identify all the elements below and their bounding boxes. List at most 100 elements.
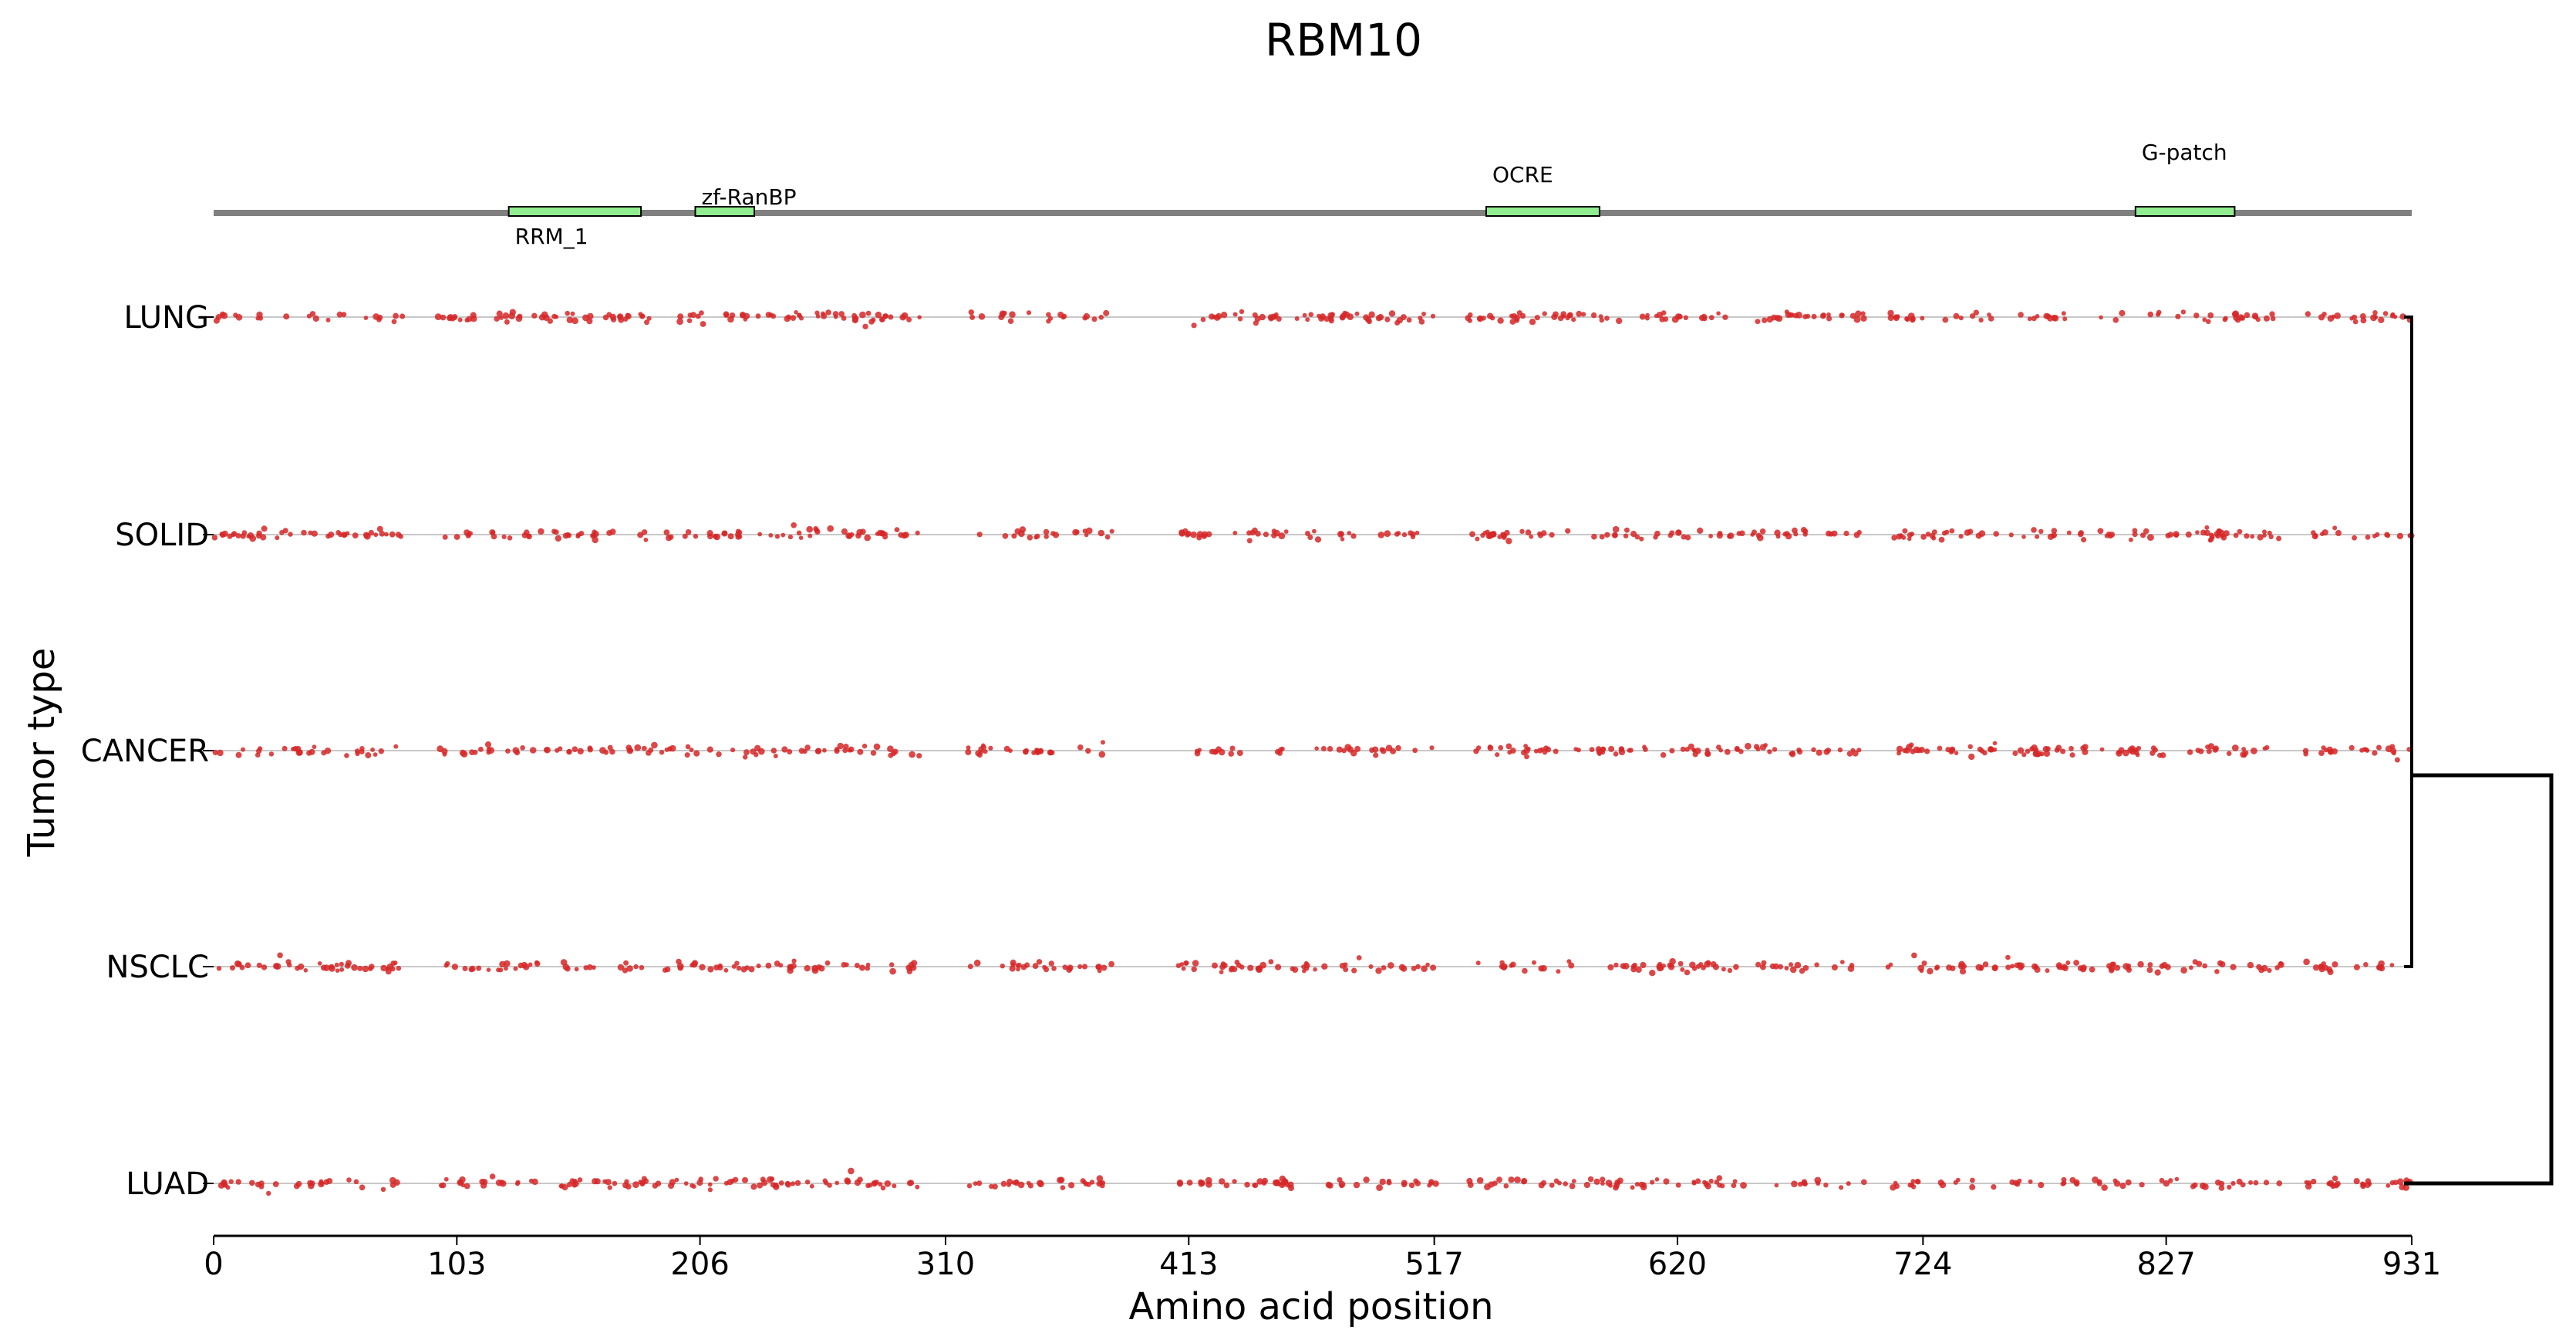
mutation-point [2230, 1180, 2236, 1186]
mutation-point [1196, 535, 1202, 541]
mutation-point [664, 747, 669, 752]
mutation-point [1497, 317, 1504, 324]
mutation-point [1015, 963, 1020, 968]
mutation-point [916, 753, 922, 759]
mutation-point [1716, 1175, 1723, 1181]
mutation-point [1538, 1182, 1545, 1189]
mutation-point [2180, 309, 2187, 315]
mutation-point [872, 1180, 878, 1186]
mutation-point [1757, 534, 1764, 542]
mutation-point [560, 959, 568, 966]
mutation-point [2208, 536, 2214, 542]
mutation-point [1048, 960, 1055, 967]
mutation-point [2008, 532, 2014, 538]
mutation-point [1605, 1180, 1613, 1186]
mutation-point [1487, 744, 1494, 751]
mutation-point [690, 961, 698, 968]
track-luad: LUAD [126, 1166, 2413, 1202]
mutation-point [558, 1183, 564, 1189]
mutation-point [2206, 319, 2211, 325]
mutation-point [393, 744, 399, 749]
mutation-point [1273, 1180, 1281, 1186]
mutation-point [859, 311, 866, 319]
mutation-point [1430, 964, 1437, 971]
mutation-point [821, 311, 825, 316]
mutation-point [2231, 744, 2239, 751]
mutation-point [2082, 748, 2089, 755]
mutation-point [1294, 316, 1300, 321]
mutation-point [1421, 965, 1428, 972]
mutation-point [2035, 534, 2040, 539]
mutation-point [2256, 964, 2262, 970]
mutation-point [256, 311, 263, 319]
mutation-point [1782, 532, 1788, 537]
mutation-point [1006, 1183, 1011, 1187]
mutation-point [235, 960, 242, 967]
mutation-point [1688, 743, 1694, 750]
mutation-point [2157, 752, 2163, 758]
mutation-point [988, 745, 993, 751]
mutation-point [440, 314, 447, 321]
mutation-point [625, 312, 630, 318]
mutation-point [2222, 317, 2227, 322]
mutation-point [2247, 961, 2254, 969]
mutation-point [2389, 963, 2395, 967]
mutation-point [785, 1181, 791, 1188]
mutation-point [2062, 316, 2068, 322]
mutation-point [646, 750, 652, 756]
mutation-point [241, 530, 248, 535]
mutation-point [505, 748, 511, 754]
mutation-point [373, 532, 379, 538]
mutation-point [1738, 748, 1744, 754]
mutation-point [1228, 967, 1235, 973]
mutation-point [301, 529, 307, 536]
mutation-point [873, 743, 881, 751]
mutation-point [1223, 1182, 1230, 1189]
mutation-point [2012, 751, 2018, 756]
mutation-point [2236, 1178, 2243, 1185]
mutation-point [1341, 748, 1347, 754]
mutation-point [464, 317, 470, 323]
mutation-point [1239, 309, 1245, 315]
mutation-point [1853, 316, 1861, 323]
mutation-point [1276, 316, 1282, 322]
mutation-point [1849, 312, 1856, 319]
mutation-point [494, 316, 500, 322]
mutation-point [1026, 1180, 1031, 1186]
mutation-point [1716, 311, 1721, 316]
mutation-point [1543, 745, 1549, 751]
mutation-point [1216, 312, 1222, 320]
mutation-point [791, 958, 797, 964]
mutation-point [1083, 312, 1091, 320]
track-cancer: CANCER [81, 734, 2412, 769]
mutation-point [857, 748, 864, 755]
track-nsclc: NSCLC [106, 950, 2412, 985]
mutation-point [2278, 960, 2284, 966]
mutation-point [1521, 1177, 1528, 1184]
mutation-point [1082, 528, 1088, 534]
mutation-point [288, 532, 293, 537]
mutation-point [2028, 1179, 2033, 1184]
mutation-point [1229, 745, 1236, 751]
mutation-point [1850, 748, 1856, 753]
x-tick-label-620: 620 [1648, 1247, 1707, 1282]
mutation-point [827, 1183, 832, 1188]
mutation-point [547, 318, 553, 324]
mutation-point [1421, 312, 1426, 316]
mutation-point [1654, 1177, 1660, 1182]
mutation-point [1905, 317, 1910, 322]
mutation-point [491, 533, 497, 540]
mutation-point [1031, 750, 1037, 755]
mutation-point [2018, 312, 2024, 318]
mutation-point [1801, 1179, 1808, 1185]
mutation-point [626, 747, 634, 754]
mutation-point [1811, 313, 1817, 319]
mutation-point [359, 1184, 366, 1191]
mutation-point [1372, 746, 1379, 753]
protein-domain-track: RRM_1 zf-RanBP OCRE G-patch [214, 140, 2412, 249]
mutation-point [892, 1183, 897, 1189]
mutation-point [1344, 311, 1350, 318]
mutation-point [2147, 311, 2154, 318]
mutation-point [1938, 536, 1945, 543]
